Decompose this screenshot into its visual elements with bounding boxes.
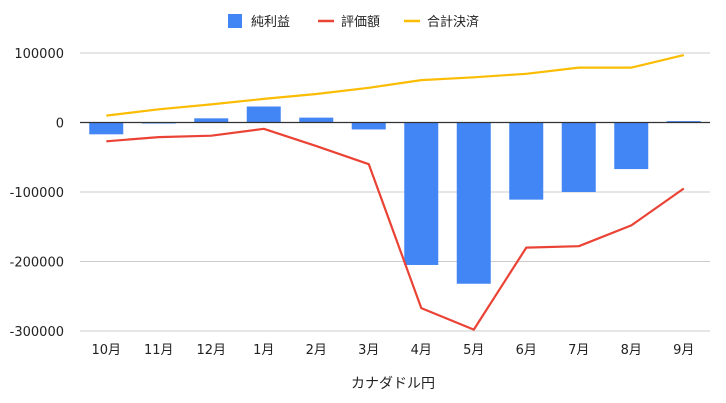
- x-tick-label: 8月: [621, 343, 642, 358]
- bar-純利益: [246, 106, 281, 123]
- line-評価額: [106, 127, 685, 331]
- x-tick-label: 4月: [411, 343, 432, 358]
- bar-純利益: [666, 121, 701, 123]
- y-tick-label: 100000: [14, 47, 64, 62]
- x-tick-label: 5月: [463, 343, 484, 358]
- legend-label: 合計決済: [427, 14, 479, 30]
- gridlines: [80, 52, 710, 332]
- x-axis-title: カナダドル円: [351, 376, 435, 392]
- y-tick-label: -200000: [10, 256, 64, 271]
- legend-swatch: [228, 14, 242, 28]
- bar-純利益: [509, 122, 544, 200]
- x-tick-label: 10月: [91, 343, 121, 358]
- x-tick-label: 2月: [306, 343, 327, 358]
- legend: 純利益 評価額 合計決済: [228, 14, 479, 30]
- x-tick-label: 12月: [196, 343, 226, 358]
- legend-label: 純利益: [251, 15, 290, 30]
- y-axis-tick-labels: 100000 0 -100000 -200000 -300000: [10, 47, 64, 340]
- bar-純利益: [456, 122, 491, 284]
- bar-純利益: [614, 122, 649, 170]
- x-tick-label: 11月: [144, 343, 174, 358]
- bar-series: [89, 106, 701, 284]
- bar-純利益: [561, 122, 596, 192]
- x-tick-label: 6月: [516, 343, 537, 358]
- x-axis-tick-labels: 10月 11月 12月 1月 2月 3月 4月 5月 6月 7月 8月 9月: [91, 343, 694, 358]
- bar-純利益: [404, 122, 439, 265]
- y-tick-label: -300000: [10, 325, 64, 340]
- bar-純利益: [194, 118, 229, 123]
- line-合計決済: [106, 54, 685, 117]
- bar-純利益: [299, 117, 334, 123]
- bar-純利益: [351, 122, 386, 130]
- legend-label: 評価額: [341, 15, 380, 30]
- bar-純利益: [89, 122, 124, 135]
- x-tick-label: 1月: [253, 343, 274, 358]
- y-tick-label: 0: [56, 117, 64, 132]
- y-tick-label: -100000: [10, 186, 64, 201]
- x-tick-label: 7月: [568, 343, 589, 358]
- x-tick-label: 9月: [673, 343, 694, 358]
- x-tick-label: 3月: [358, 343, 379, 358]
- line-series: [106, 54, 685, 331]
